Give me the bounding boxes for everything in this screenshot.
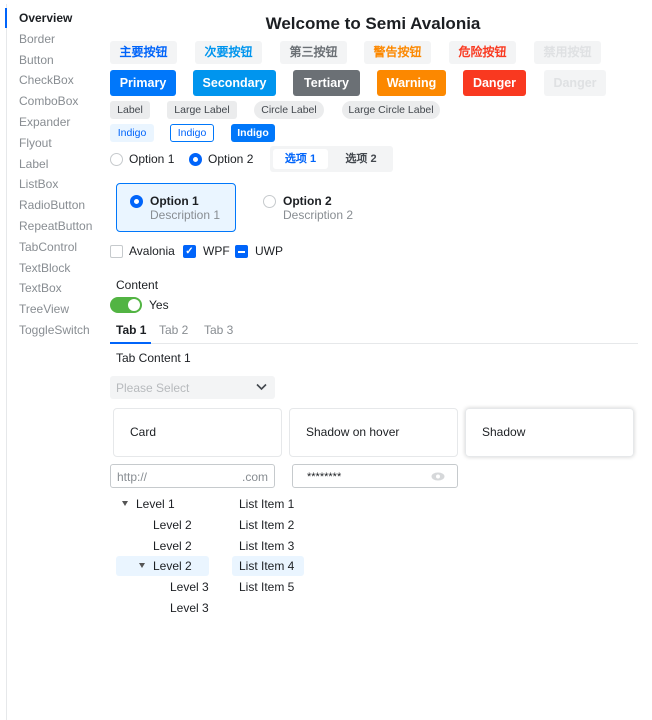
- url-prefix: http://: [117, 470, 148, 484]
- label-tag: Label: [110, 101, 150, 119]
- tab-indicator: [110, 342, 151, 344]
- sidebar-divider: [6, 4, 7, 720]
- toggle-header: Content: [116, 278, 159, 292]
- list-item[interactable]: List Item 4: [239, 559, 295, 574]
- sidebar-item-treeview[interactable]: TreeView: [19, 302, 70, 317]
- list-item[interactable]: List Item 5: [239, 580, 295, 595]
- tree-item[interactable]: Level 1: [136, 497, 175, 511]
- sidebar-item-label[interactable]: Label: [19, 156, 49, 171]
- radio-card-desc: Description 1: [150, 208, 221, 222]
- tab-3[interactable]: Tab 3: [204, 323, 234, 337]
- radio-card-title: Option 2: [283, 194, 332, 208]
- solid-button-secondary[interactable]: Secondary: [193, 70, 276, 96]
- sidebar-item-listbox[interactable]: ListBox: [19, 177, 59, 192]
- expand-arrow-icon[interactable]: [122, 501, 128, 506]
- checkbox-uwp[interactable]: [235, 245, 248, 258]
- solid-button-danger[interactable]: Danger: [544, 70, 606, 96]
- tree-selection: [116, 556, 209, 576]
- tree-item[interactable]: Level 2: [153, 517, 192, 532]
- radio-label: Option 2: [208, 152, 254, 166]
- list-item[interactable]: List Item 3: [239, 538, 295, 553]
- radio-option-2[interactable]: [189, 153, 202, 166]
- list-item[interactable]: List Item 2: [239, 517, 295, 532]
- list-selection: [232, 556, 304, 576]
- combo-placeholder: Please Select: [116, 381, 190, 395]
- light-button-6[interactable]: 禁用按钮: [534, 41, 601, 64]
- tab-1[interactable]: Tab 1: [116, 323, 147, 337]
- light-button-2[interactable]: 次要按钮: [195, 41, 262, 64]
- segment-option-1[interactable]: 选项 1: [273, 149, 328, 169]
- radio-label: Option 1: [129, 152, 175, 166]
- url-input[interactable]: http:// .com: [110, 464, 275, 488]
- solid-button-warning[interactable]: Warning: [377, 70, 446, 96]
- list-item[interactable]: List Item 1: [239, 497, 295, 511]
- radio-card-title: Option 1: [150, 194, 199, 208]
- url-suffix: .com: [241, 470, 268, 484]
- sidebar-item-tabcontrol[interactable]: TabControl: [19, 239, 78, 254]
- sidebar-item-button[interactable]: Button: [19, 52, 54, 67]
- card-shadow-hover[interactable]: Shadow on hover: [289, 408, 458, 457]
- sidebar-item-repeatbutton[interactable]: RepeatButton: [19, 219, 93, 233]
- sidebar-item-toggleswitch[interactable]: ToggleSwitch: [19, 323, 90, 337]
- indigo-tag: Indigo: [110, 124, 154, 142]
- label-tag: Large Label: [167, 101, 237, 119]
- label-tag: Large Circle Label: [342, 101, 440, 119]
- radio-card-desc: Description 2: [283, 208, 354, 222]
- sidebar-item-checkbox[interactable]: CheckBox: [19, 73, 74, 88]
- label-tag: Circle Label: [254, 101, 324, 119]
- eye-icon[interactable]: [431, 472, 445, 481]
- chevron-down-icon: [256, 383, 267, 391]
- sidebar-item-overview[interactable]: Overview: [19, 11, 73, 25]
- sidebar-item-combobox[interactable]: ComboBox: [19, 94, 79, 109]
- sidebar-item-flyout[interactable]: Flyout: [19, 135, 52, 150]
- indeterminate-icon: [238, 250, 245, 253]
- sidebar-item-radiobutton[interactable]: RadioButton: [19, 198, 86, 213]
- combo-box[interactable]: Please Select: [110, 376, 275, 399]
- card: Card: [113, 408, 282, 457]
- checkbox-label: WPF: [203, 244, 230, 258]
- tab-divider: [110, 343, 638, 344]
- checkbox-label: Avalonia: [129, 244, 175, 258]
- sidebar-item-textblock[interactable]: TextBlock: [19, 260, 71, 275]
- page-title: Welcome to Semi Avalonia: [265, 14, 481, 33]
- password-value: ********: [307, 471, 342, 483]
- light-button-5[interactable]: 危险按钮: [449, 41, 516, 64]
- password-input[interactable]: ********: [292, 464, 458, 488]
- tab-2[interactable]: Tab 2: [159, 323, 189, 337]
- expand-arrow-icon[interactable]: [139, 563, 145, 569]
- checkbox-label: UWP: [255, 244, 283, 258]
- indigo-tag: Indigo: [170, 124, 214, 142]
- tab-content: Tab Content 1: [116, 351, 191, 365]
- radio-option-1[interactable]: [110, 153, 123, 166]
- tree-item[interactable]: Level 2: [153, 538, 192, 553]
- segment-option-2[interactable]: 选项 2: [345, 153, 377, 165]
- toggle-label: Yes: [149, 298, 169, 312]
- sidebar-item-border[interactable]: Border: [19, 31, 56, 46]
- solid-button-danger[interactable]: Danger: [463, 70, 526, 96]
- radio-card-2-radio[interactable]: [263, 195, 276, 208]
- solid-button-tertiary[interactable]: Tertiary: [293, 70, 360, 96]
- sidebar-selection-indicator: [5, 8, 7, 28]
- tree-item[interactable]: Level 3: [170, 601, 209, 615]
- radio-card-1-radio[interactable]: [130, 195, 143, 208]
- card-shadow: Shadow: [465, 408, 634, 457]
- sidebar-item-textbox[interactable]: TextBox: [19, 281, 62, 296]
- tree-item[interactable]: Level 3: [170, 580, 209, 595]
- sidebar-item-expander[interactable]: Expander: [19, 115, 71, 129]
- light-button-4[interactable]: 警告按钮: [364, 41, 431, 64]
- toggle-knob: [128, 299, 140, 311]
- light-button-1[interactable]: 主要按钮: [110, 41, 177, 64]
- indigo-tag: Indigo: [231, 124, 275, 142]
- checkbox-avalonia[interactable]: [110, 245, 123, 258]
- toggle-switch[interactable]: [110, 297, 142, 313]
- light-button-3[interactable]: 第三按钮: [280, 41, 347, 64]
- check-icon: ✓: [185, 246, 194, 257]
- tree-item[interactable]: Level 2: [153, 559, 192, 574]
- checkbox-wpf[interactable]: ✓: [183, 245, 196, 258]
- solid-button-primary[interactable]: Primary: [110, 70, 176, 96]
